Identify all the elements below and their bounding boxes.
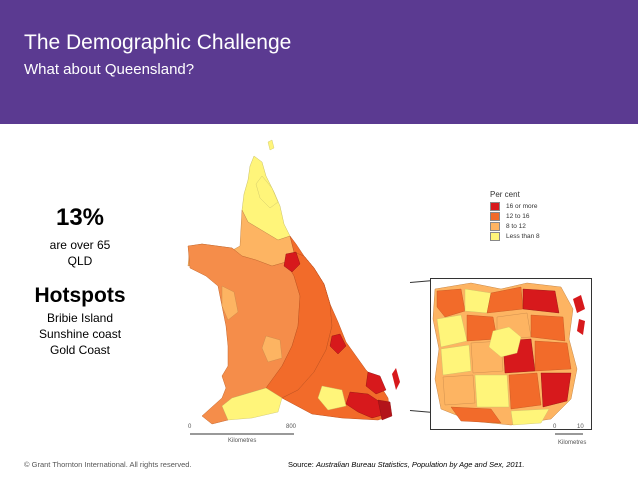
map-hotspot-brisbane [345,391,387,419]
hotspot-item: Gold Coast [49,343,111,357]
inset-scale-end: 10 [577,424,584,430]
hotspot-item: Sunshine coast [38,327,122,341]
map-legend: Per cent 16 or more 12 to 16 8 to 12 Les… [490,190,580,242]
map-hotspot-gold-coast [377,399,393,421]
source-label: Source: [288,460,314,469]
legend-entry: 12 to 16 [490,212,580,221]
inset-scale-bar [555,433,583,435]
hotspots-title: Hotspots [34,284,126,307]
legend-title: Per cent [490,190,520,199]
source-citation: Australian Bureau Statistics, Population… [315,460,525,469]
legend-entry: Less than 8 [490,232,580,241]
legend-label: Less than 8 [506,233,540,240]
map-region-coast [281,235,391,421]
legend-entry: 16 or more [490,202,580,211]
legend-swatch [490,232,500,241]
map-region-yellow-4 [317,385,347,411]
stat-line1: are over 65 [49,238,111,252]
main-scale-bar [190,433,294,435]
main-scale-start: 0 [188,424,192,430]
slide-subtitle: What about Queensland? [24,61,195,78]
legend-label: 8 to 12 [506,223,526,230]
map-island [267,139,275,151]
hotspot-item: Bribie Island [46,311,114,325]
legend-label: 12 to 16 [506,213,530,220]
stat-value: 13% [55,204,105,231]
legend-swatch [490,202,500,211]
legend-label: 16 or more [506,203,538,210]
map-hotspot-cairns [283,251,301,273]
map-region-yellow-5 [221,387,283,421]
map-hotspot-sunshine-coast [365,371,387,395]
header-banner: The Demographic Challenge What about Que… [0,0,638,124]
main-scale-end: 800 [286,424,297,430]
map-hotspot-central-coast [329,333,347,355]
stat-line2: QLD [67,254,93,268]
source-text: Source: Australian Bureau Statistics, Po… [288,460,524,469]
inset-scale-start: 0 [553,424,557,430]
legend-entry: 8 to 12 [490,222,580,231]
inset-scale-unit: Kilometres [558,440,587,446]
map-region-yellow-3 [261,335,283,363]
map-region-yellow-1 [255,175,279,209]
main-scale-unit: Kilometres [228,438,257,444]
slide-title: The Demographic Challenge [24,31,292,54]
brisbane-inset-map [430,278,592,430]
map-island [392,368,400,390]
queensland-map [187,139,400,425]
legend-swatch [490,222,500,231]
legend-swatch [490,212,500,221]
copyright-text: © Grant Thornton International. All righ… [24,460,192,469]
map-region-yellow-2 [221,285,239,321]
